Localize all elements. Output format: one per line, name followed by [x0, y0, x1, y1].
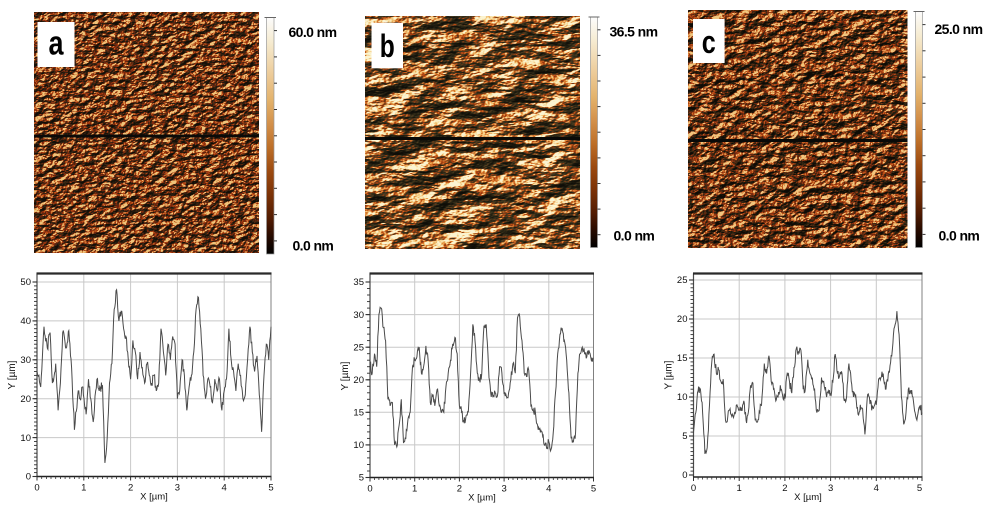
svg-text:25: 25 [677, 275, 688, 286]
svg-text:5: 5 [268, 483, 273, 494]
svg-text:2: 2 [457, 484, 462, 495]
svg-text:2: 2 [128, 483, 133, 494]
svg-text:4: 4 [546, 484, 551, 495]
svg-text:20: 20 [677, 314, 688, 325]
svg-text:4: 4 [874, 483, 879, 494]
svg-text:35: 35 [353, 277, 364, 288]
svg-text:0: 0 [367, 484, 372, 495]
svg-text:0: 0 [34, 483, 39, 494]
svg-text:60.0 nm: 60.0 nm [289, 24, 337, 40]
svg-text:0.0 nm: 0.0 nm [614, 228, 655, 244]
svg-text:15: 15 [677, 353, 688, 364]
svg-text:1: 1 [81, 483, 86, 494]
svg-text:Y [µm]: Y [µm] [340, 361, 351, 390]
svg-text:2: 2 [782, 483, 787, 494]
svg-text:3: 3 [828, 483, 833, 494]
svg-text:1: 1 [412, 484, 417, 495]
svg-text:0: 0 [26, 472, 31, 483]
svg-text:5: 5 [591, 484, 596, 495]
svg-text:36.5 nm: 36.5 nm [610, 24, 658, 40]
svg-text:10: 10 [20, 433, 31, 444]
svg-text:1: 1 [737, 483, 742, 494]
svg-text:X [µm]: X [µm] [140, 492, 168, 503]
svg-text:20: 20 [353, 375, 364, 386]
svg-text:25.0 nm: 25.0 nm [935, 21, 983, 37]
svg-text:X [µm]: X [µm] [794, 492, 822, 503]
svg-text:0.0 nm: 0.0 nm [293, 238, 334, 254]
svg-text:Y [µm]: Y [µm] [664, 360, 675, 389]
svg-text:5: 5 [359, 473, 364, 484]
svg-text:20: 20 [20, 394, 31, 405]
svg-text:15: 15 [353, 408, 364, 419]
svg-text:3: 3 [175, 483, 180, 494]
svg-text:c: c [702, 24, 716, 60]
svg-text:5: 5 [682, 431, 687, 442]
svg-text:a: a [49, 25, 65, 63]
svg-text:10: 10 [353, 440, 364, 451]
svg-text:30: 30 [353, 310, 364, 321]
svg-text:Y [µm]: Y [µm] [7, 360, 18, 389]
svg-text:0: 0 [691, 483, 696, 494]
svg-text:40: 40 [20, 316, 31, 327]
svg-text:50: 50 [20, 277, 31, 288]
svg-text:4: 4 [222, 483, 227, 494]
svg-text:0: 0 [682, 470, 687, 481]
svg-text:10: 10 [677, 392, 688, 403]
svg-text:X [µm]: X [µm] [468, 493, 496, 504]
svg-text:0.0 nm: 0.0 nm [939, 228, 980, 244]
svg-text:3: 3 [501, 484, 506, 495]
svg-text:5: 5 [917, 483, 922, 494]
svg-text:b: b [380, 28, 395, 64]
svg-text:30: 30 [20, 355, 31, 366]
svg-text:25: 25 [353, 342, 364, 353]
